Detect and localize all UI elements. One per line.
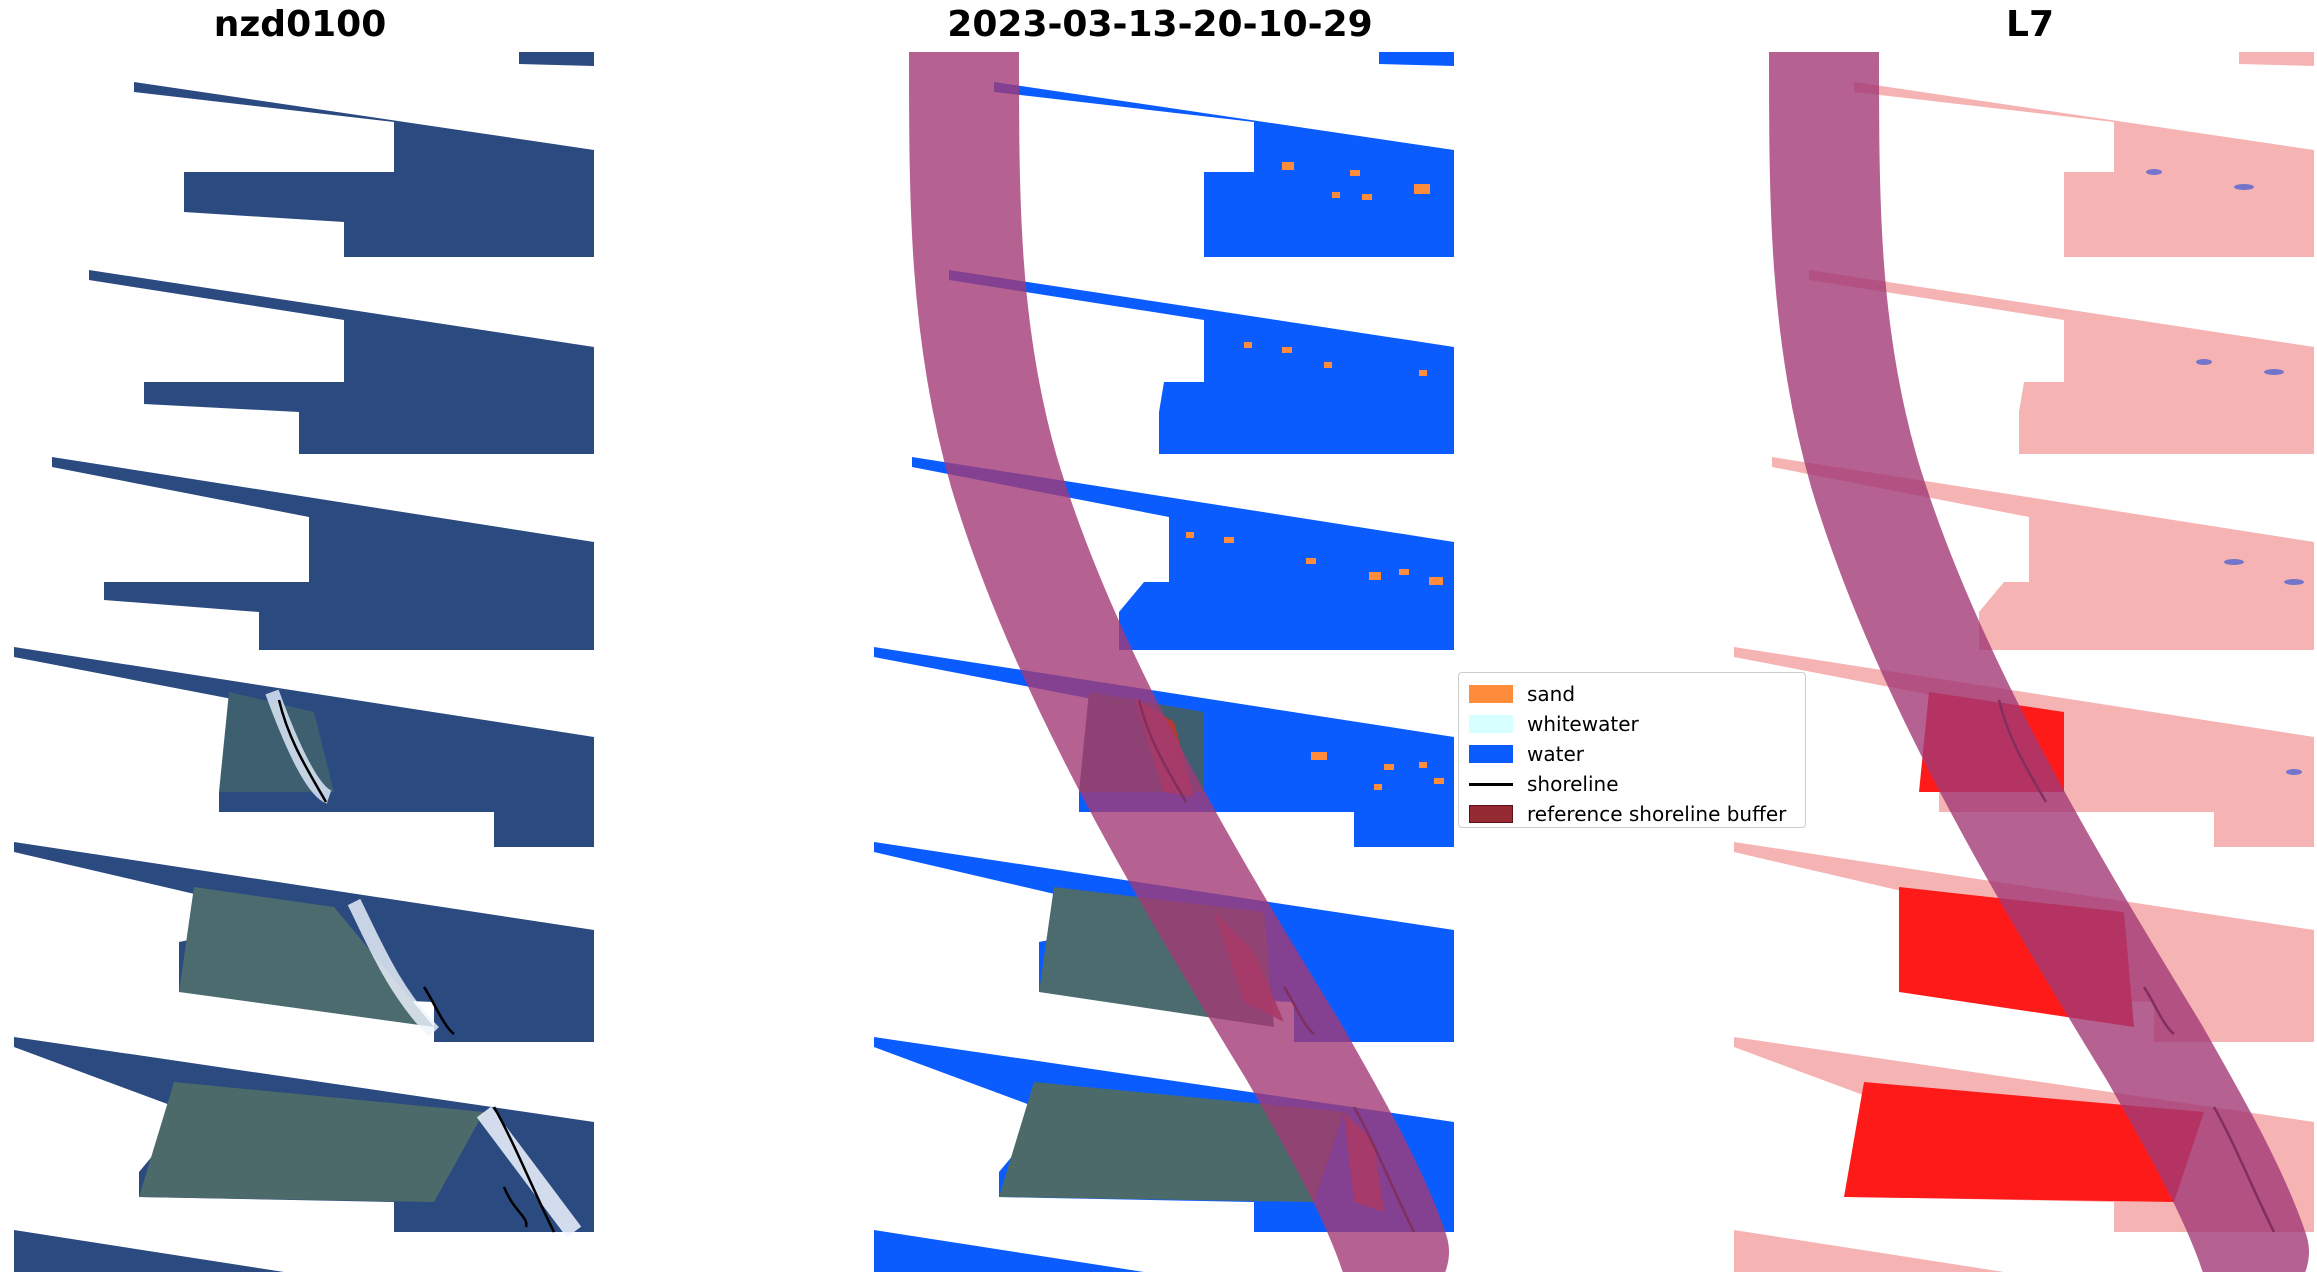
legend-label-whitewater: whitewater (1527, 712, 1639, 736)
legend-item-shoreline: shoreline (1469, 769, 1795, 799)
whitewater-swatch (1469, 715, 1513, 733)
legend-label-buffer: reference shoreline buffer (1527, 802, 1787, 826)
buffer-swatch (1469, 805, 1513, 823)
reference-shoreline-buffer (1769, 52, 2309, 1272)
legend-label-water: water (1527, 742, 1584, 766)
index-water-highlights (2146, 169, 2304, 775)
legend-item-sand: sand (1469, 679, 1795, 709)
sand-swatch (1469, 685, 1513, 703)
index-image-panel (1734, 52, 2314, 1272)
rgb-stripes (14, 52, 594, 1272)
legend: sand whitewater water shoreline referenc… (1458, 672, 1806, 828)
legend-item-whitewater: whitewater (1469, 709, 1795, 739)
panel-title-classified: 2023-03-13-20-10-29 (947, 4, 1373, 45)
legend-item-water: water (1469, 739, 1795, 769)
legend-label-shoreline: shoreline (1527, 772, 1619, 796)
reference-shoreline-buffer (909, 52, 1449, 1272)
water-swatch (1469, 745, 1513, 763)
legend-label-sand: sand (1527, 682, 1576, 706)
shoreline-swatch (1469, 782, 1513, 786)
legend-item-buffer: reference shoreline buffer (1469, 799, 1795, 829)
panel-title-index: L7 (2006, 4, 2054, 45)
rgb-shoreline (277, 699, 556, 1233)
sand-pixels (1186, 162, 1444, 790)
rgb-image-panel (14, 52, 594, 1272)
panel-title-rgb: nzd0100 (213, 4, 387, 45)
classified-image-panel (874, 52, 1454, 1272)
